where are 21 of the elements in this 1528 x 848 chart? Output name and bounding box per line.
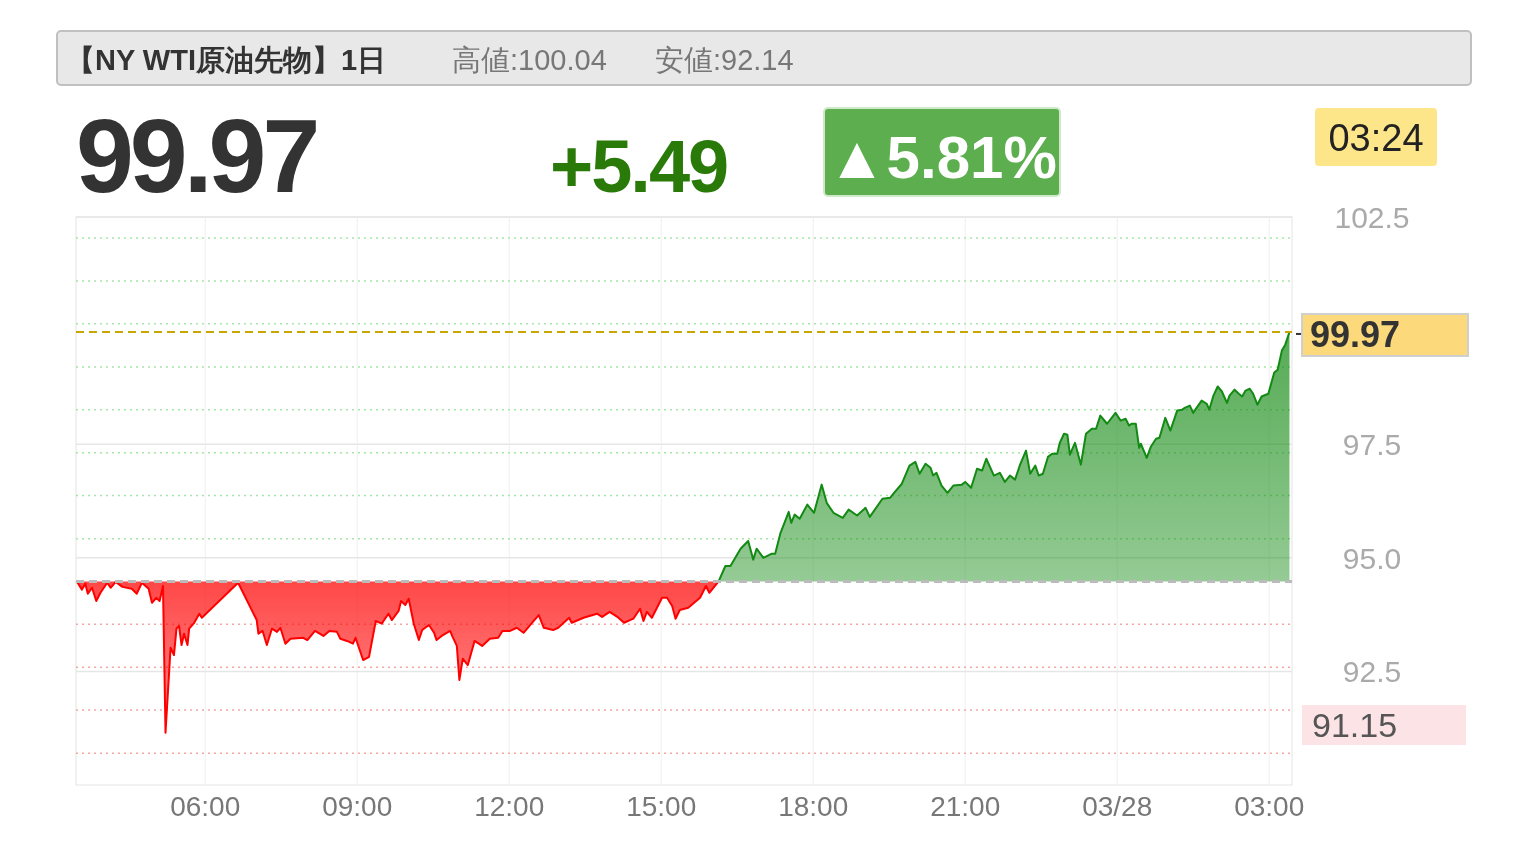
x-tick-label: 09:00 bbox=[322, 791, 393, 822]
text: 99.97 bbox=[76, 98, 317, 214]
text: 91.15 bbox=[1312, 706, 1398, 744]
y-tick-label: 97.5 bbox=[1342, 428, 1402, 462]
text: 03:24 bbox=[1328, 117, 1424, 159]
x-tick-label: 15:00 bbox=[626, 791, 697, 822]
y-tick-label: 95.0 bbox=[1342, 541, 1402, 575]
text: ▲5.81% bbox=[827, 124, 1057, 191]
y-tick-label: 102.5 bbox=[1334, 201, 1410, 234]
text: 高値:100.04 bbox=[452, 44, 607, 76]
x-tick-label: 06:00 bbox=[170, 791, 241, 822]
x-tick-label: 21:00 bbox=[930, 791, 1001, 822]
text: +5.49 bbox=[550, 125, 728, 208]
chart-title: 【NY WTI原油先物】1日 bbox=[66, 44, 387, 76]
x-tick-label: 03:00 bbox=[1234, 791, 1305, 822]
ref-line-label: 99.97 bbox=[1310, 313, 1401, 355]
x-tick-label: 03/28 bbox=[1082, 791, 1153, 822]
y-tick-label: 92.5 bbox=[1342, 655, 1402, 689]
x-tick-label: 12:00 bbox=[474, 791, 545, 822]
text: 安値:92.14 bbox=[655, 44, 794, 76]
x-tick-label: 18:00 bbox=[778, 791, 849, 822]
